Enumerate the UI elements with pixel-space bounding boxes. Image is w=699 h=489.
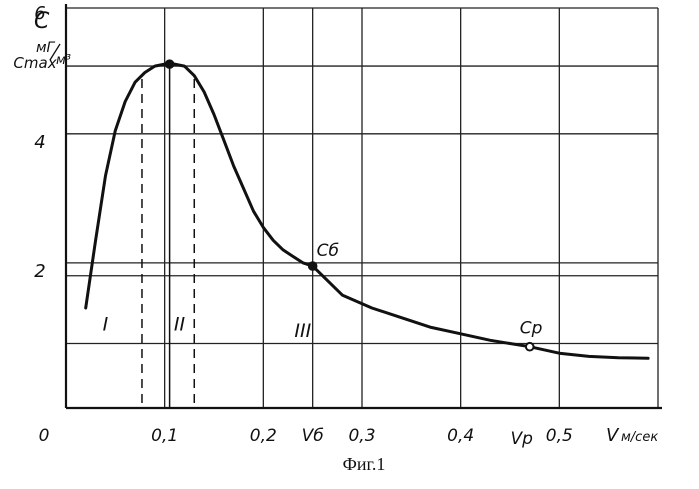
zone-label: III xyxy=(294,320,311,342)
zone-labels: IIIIII xyxy=(103,314,312,342)
x-tick-label: 0,1 xyxy=(151,426,178,446)
x-tick-label: 0,4 xyxy=(447,426,474,446)
y-tick-label: Cmax xyxy=(13,54,56,72)
x-tick-label: Vр xyxy=(511,429,534,449)
point-label: Cр xyxy=(520,319,543,339)
zone-label: II xyxy=(174,314,186,336)
y-tick-label: 2 xyxy=(34,261,45,282)
x-tick-label: 0,3 xyxy=(348,426,375,446)
y-axis-unit-top: мГ xyxy=(36,40,56,56)
marked-points: Cб Cр xyxy=(166,60,543,350)
curve-point xyxy=(309,262,317,270)
point-label: Cб xyxy=(317,241,339,261)
y-tick-label: 4 xyxy=(34,132,45,153)
x-tick-label: Vб xyxy=(302,426,324,446)
x-axis-symbol: V xyxy=(606,425,620,446)
curve-point xyxy=(166,60,174,68)
grid xyxy=(66,8,658,408)
x-tick-label: 0,2 xyxy=(250,426,277,446)
x-axis-unit: м/сек xyxy=(621,430,658,445)
figure-caption: Фиг.1 xyxy=(343,454,386,474)
zone-boundaries xyxy=(142,64,194,408)
curve-point xyxy=(526,343,534,351)
y-axis-symbol: C xyxy=(34,9,50,34)
x-tick-label: 0 xyxy=(39,426,50,446)
x-tick-label: 0,5 xyxy=(546,426,573,446)
zone-label: I xyxy=(103,314,109,336)
y-axis-unit-bottom: м³ xyxy=(56,53,71,68)
